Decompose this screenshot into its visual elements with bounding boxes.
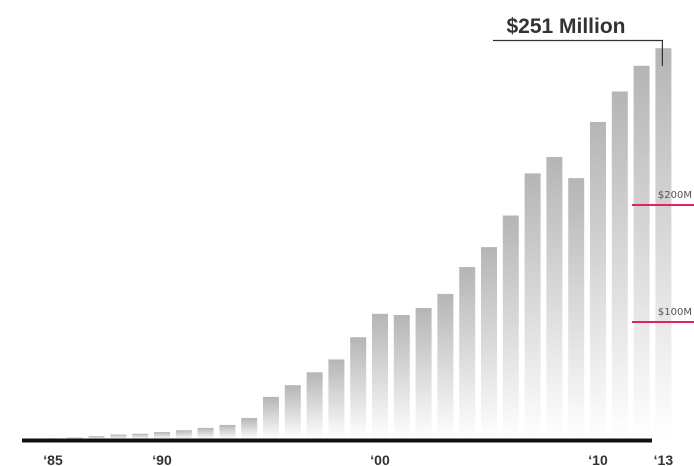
- bar-2001: [393, 314, 410, 439]
- bar-1990: [154, 431, 170, 439]
- x-tick-label-2013: ‘13: [654, 452, 674, 466]
- bar-1995: [263, 396, 279, 439]
- callout: $251 Million: [493, 15, 663, 66]
- x-tick-label-2000: ‘00: [370, 452, 390, 466]
- bar-1996: [284, 385, 301, 439]
- bar-2006: [502, 215, 519, 439]
- bar-1994: [241, 417, 258, 439]
- bar-2012: [633, 65, 650, 440]
- bar-1988: [110, 434, 127, 439]
- bar-1987: [88, 436, 105, 439]
- bars: [45, 48, 672, 440]
- bar-2003: [437, 293, 454, 439]
- x-tick-labels: ‘85 ‘90 ‘00 ‘10 ‘13: [43, 452, 673, 466]
- bar-2000: [372, 313, 388, 439]
- x-tick-label-1985: ‘85: [43, 452, 63, 466]
- bar-1992: [197, 427, 214, 439]
- bar-2005: [481, 247, 497, 439]
- bar-1989: [132, 433, 149, 439]
- bar-2008: [546, 157, 563, 439]
- bar-1999: [350, 337, 367, 439]
- reference-label-100: $100M: [658, 307, 692, 318]
- bar-2009: [568, 178, 585, 439]
- callout-label: $251 Million: [506, 15, 625, 38]
- reference-lines: $200M $100M: [632, 190, 694, 323]
- bar-1991: [175, 430, 192, 439]
- bar-1986: [66, 437, 83, 439]
- bar-1993: [219, 424, 236, 439]
- x-tick-label-2010: ‘10: [588, 452, 608, 466]
- bar-2007: [524, 173, 541, 439]
- x-tick-label-1990: ‘90: [152, 452, 172, 466]
- bar-2002: [415, 307, 432, 439]
- bar-2010: [590, 121, 606, 440]
- reference-label-200: $200M: [658, 190, 692, 201]
- bar-2004: [459, 267, 476, 439]
- bar-1997: [306, 372, 323, 439]
- bar-2011: [611, 91, 628, 439]
- bar-2013: [655, 48, 672, 439]
- bar-1998: [328, 359, 345, 439]
- callout-leader-line: [493, 39, 663, 66]
